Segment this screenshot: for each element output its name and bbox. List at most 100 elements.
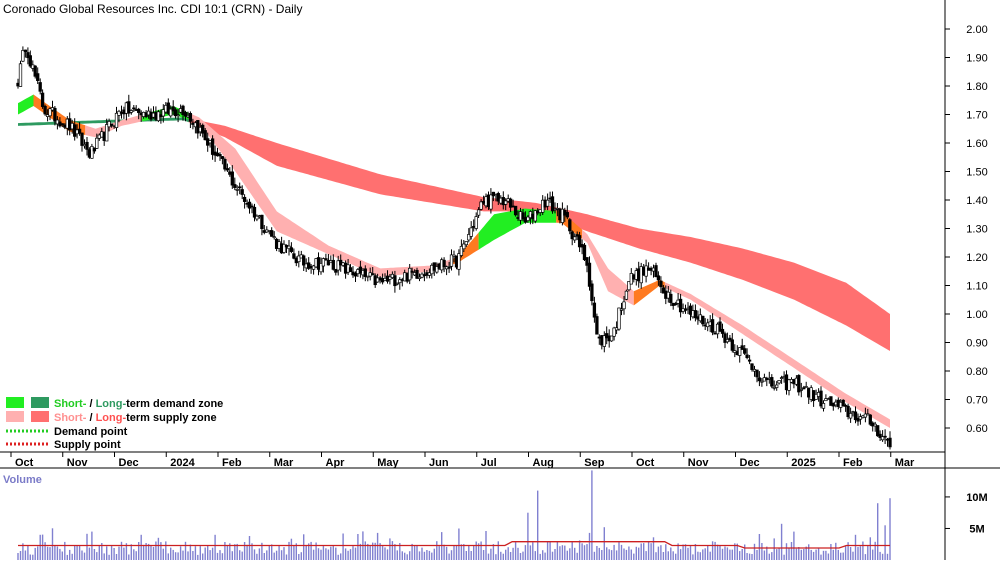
candle [348, 264, 353, 272]
candle-body [302, 255, 306, 266]
legend-label-sep: / [86, 412, 95, 424]
time-tick-label: Jun [429, 457, 449, 469]
candle-body [319, 263, 323, 273]
candle-body [669, 293, 673, 303]
candle [745, 348, 749, 360]
candle-body [701, 315, 705, 325]
candle [866, 408, 870, 416]
candle-body [447, 266, 451, 269]
candle-body [43, 105, 47, 115]
candle [728, 335, 732, 342]
candle-body [476, 209, 481, 216]
candle-body [799, 389, 803, 391]
candle-body [235, 189, 239, 191]
candle [873, 421, 877, 432]
candle-body [48, 108, 52, 117]
candle [220, 156, 225, 165]
candle [238, 182, 242, 195]
candle [755, 369, 759, 383]
time-tick-label: Dec [119, 457, 139, 469]
candle [398, 277, 402, 290]
candle-body [612, 327, 616, 337]
candle [701, 315, 705, 327]
candle [799, 382, 803, 398]
candle-body [363, 268, 367, 277]
legend-label-short: Short- [54, 412, 87, 424]
candle-body [624, 290, 629, 300]
candle-body [878, 433, 882, 438]
candle-body [760, 380, 764, 383]
candle-body [462, 243, 466, 250]
candle [210, 135, 215, 160]
candle [545, 193, 550, 211]
candle [853, 406, 858, 424]
candle [683, 304, 688, 314]
long-term-supply-zone [188, 118, 891, 352]
volume-tick-label: 5M [969, 523, 984, 535]
candle [476, 207, 481, 218]
candle-body [270, 230, 274, 237]
candle-body [255, 215, 259, 220]
candle [60, 123, 64, 128]
candle [235, 185, 239, 196]
candle [18, 60, 23, 87]
candle-body [718, 321, 722, 332]
candle [459, 239, 464, 258]
candle [33, 65, 37, 79]
short-term-zone-oct [633, 279, 665, 306]
candle [292, 248, 296, 260]
candle-body [188, 113, 193, 122]
candle [334, 268, 338, 276]
candle [40, 89, 45, 109]
candle [169, 105, 173, 118]
candle [573, 233, 577, 243]
candle [479, 199, 483, 211]
legend-swatch-short [6, 397, 24, 408]
price-tick-label: 1.80 [966, 81, 987, 93]
candle-body [260, 214, 264, 230]
candle-body [545, 199, 550, 207]
candle-body [410, 270, 414, 273]
time-tick-label: Sep [584, 457, 604, 469]
candle-body [489, 194, 493, 210]
candle-body [577, 235, 582, 248]
candle [331, 254, 335, 271]
candle-body [819, 390, 823, 407]
candle [408, 264, 412, 285]
candle [654, 262, 658, 278]
candle-body [866, 413, 870, 416]
volume-layer: 10M 5M [17, 470, 988, 560]
candle-body [688, 305, 693, 315]
candle-body [725, 339, 730, 343]
candle [319, 257, 323, 275]
candle-body [661, 287, 666, 294]
candle [829, 396, 833, 406]
time-tick-label: May [377, 457, 399, 469]
candle [336, 255, 340, 276]
candle-body [435, 266, 439, 273]
candle [582, 243, 587, 261]
candle [353, 271, 358, 282]
candle-body [469, 227, 473, 237]
candle [644, 259, 648, 283]
candle [876, 425, 880, 437]
candle-body [720, 328, 725, 334]
price-tick-label: 1.40 [966, 195, 987, 207]
candle-body [755, 369, 759, 378]
candle [797, 374, 801, 396]
legend-swatch-long [31, 411, 49, 422]
candle-body [888, 437, 892, 448]
candle [85, 137, 89, 156]
candle-body [585, 257, 589, 266]
candle-body [659, 280, 663, 288]
candle-body [876, 425, 880, 437]
candle [388, 274, 392, 285]
candle-body [324, 258, 328, 260]
candle-body [617, 307, 621, 330]
price-tick-label: 0.70 [966, 395, 987, 407]
candle [321, 257, 326, 273]
candle [90, 143, 94, 159]
candle-body [496, 193, 500, 202]
